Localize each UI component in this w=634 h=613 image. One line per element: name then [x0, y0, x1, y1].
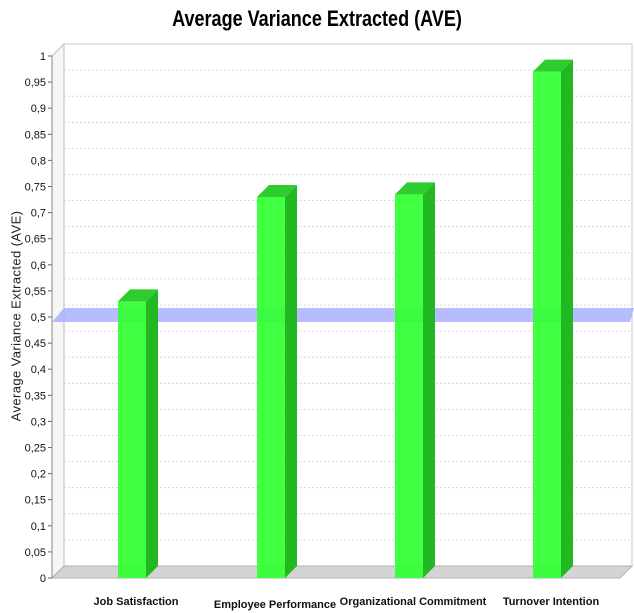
y-tick-label: 0,4 — [31, 364, 46, 376]
plot-floor — [50, 565, 634, 579]
y-tick-label: 0,95 — [25, 77, 46, 89]
chart-title: Average Variance Extracted (AVE) — [172, 6, 462, 31]
bar-front — [395, 194, 423, 578]
y-tick-label: 0,6 — [31, 260, 46, 272]
y-tick-label: 0,85 — [25, 129, 46, 141]
y-tick-label: 0,3 — [31, 416, 46, 428]
y-tick-label: 0,7 — [31, 208, 46, 220]
y-tick-label: 0,1 — [31, 521, 46, 533]
bar-top — [395, 182, 435, 195]
bar-side — [561, 59, 573, 579]
y-tick-label: 0,05 — [25, 547, 46, 559]
x-tick-label: Employee Performance — [214, 599, 336, 611]
y-tick-label: 0,75 — [25, 182, 46, 194]
bar-side — [285, 184, 297, 578]
y-tick-label: 0,35 — [25, 390, 46, 402]
bar-turnover-intention — [533, 59, 573, 579]
y-tick-label: 0,25 — [25, 443, 46, 455]
bar-top — [118, 289, 158, 302]
bar-front — [257, 196, 285, 578]
bar-job-satisfaction — [118, 289, 158, 578]
y-tick-label: 0,9 — [31, 103, 46, 115]
y-tick-label: 0,65 — [25, 234, 46, 246]
x-tick-label: Job Satisfaction — [94, 596, 179, 608]
bar-employee-performance — [257, 184, 297, 578]
bar-front — [533, 71, 561, 578]
y-tick-label: 0,8 — [31, 155, 46, 167]
y-tick-label: 0 — [40, 573, 46, 585]
y-tick-label: 0,5 — [31, 312, 46, 324]
x-tick-label: Turnover Intention — [503, 596, 600, 608]
y-tick-label: 0,2 — [31, 469, 46, 481]
bar-organizational-commitment — [395, 182, 435, 578]
threshold-line-0.5 — [52, 308, 634, 322]
y-tick-label: 0,15 — [25, 495, 46, 507]
bar-side — [423, 182, 435, 578]
y-tick-label: 0,45 — [25, 338, 46, 350]
bar-front — [118, 301, 146, 578]
bar-side — [146, 289, 158, 578]
bar-top — [533, 59, 573, 72]
bar-top — [257, 184, 297, 197]
x-tick-label: Organizational Commitment — [340, 596, 487, 608]
y-tick-label: 1 — [40, 51, 46, 63]
y-tick-label: 0,55 — [25, 286, 46, 298]
